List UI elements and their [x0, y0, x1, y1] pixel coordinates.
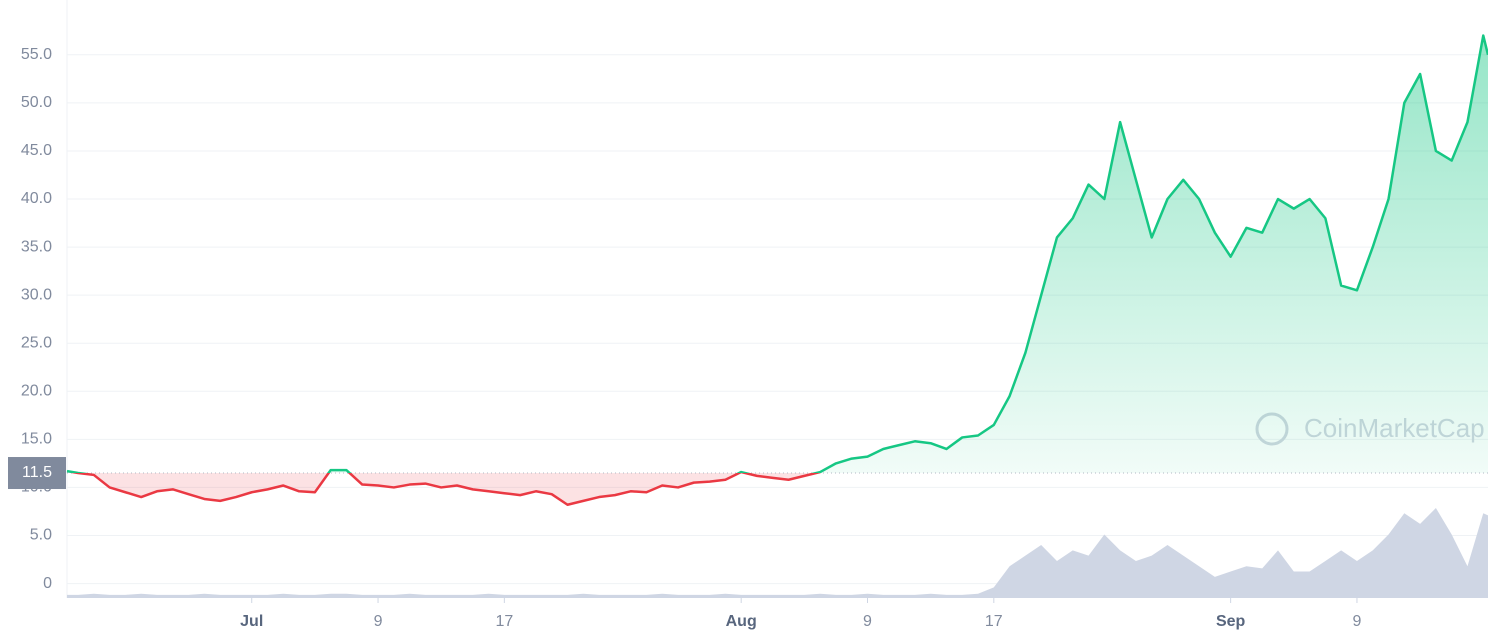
x-tick-label: Sep: [1216, 613, 1246, 630]
y-tick-label: 45.0: [21, 142, 52, 159]
baseline-label: 11.5: [22, 464, 52, 481]
x-tick-label: Jul: [240, 613, 263, 630]
y-tick-label: 15.0: [21, 431, 52, 448]
y-tick-label: 5.0: [30, 527, 52, 544]
y-tick-label: 55.0: [21, 46, 52, 63]
y-tick-label: 25.0: [21, 334, 52, 351]
y-tick-label: 50.0: [21, 94, 52, 111]
y-tick-label: 30.0: [21, 286, 52, 303]
price-area-down: [78, 473, 817, 505]
x-tick-label: 9: [1352, 613, 1361, 630]
y-tick-label: 35.0: [21, 238, 52, 255]
volume-area: [67, 508, 1488, 598]
price-line-up: [66, 34, 1488, 474]
y-tick-label: 0: [43, 575, 52, 592]
x-tick-label: 9: [863, 613, 872, 630]
y-tick-label: 20.0: [21, 383, 52, 400]
x-tick-label: Aug: [726, 613, 757, 630]
y-tick-label: 40.0: [21, 190, 52, 207]
x-tick-label: 17: [495, 613, 513, 630]
price-area-up: [67, 35, 1488, 474]
price-line-down: [70, 473, 821, 506]
x-tick-label: 9: [374, 613, 383, 630]
plot: 05.010.015.020.025.030.035.040.045.050.0…: [8, 0, 1488, 630]
x-tick-label: 17: [985, 613, 1003, 630]
baseline-box: [8, 457, 66, 490]
